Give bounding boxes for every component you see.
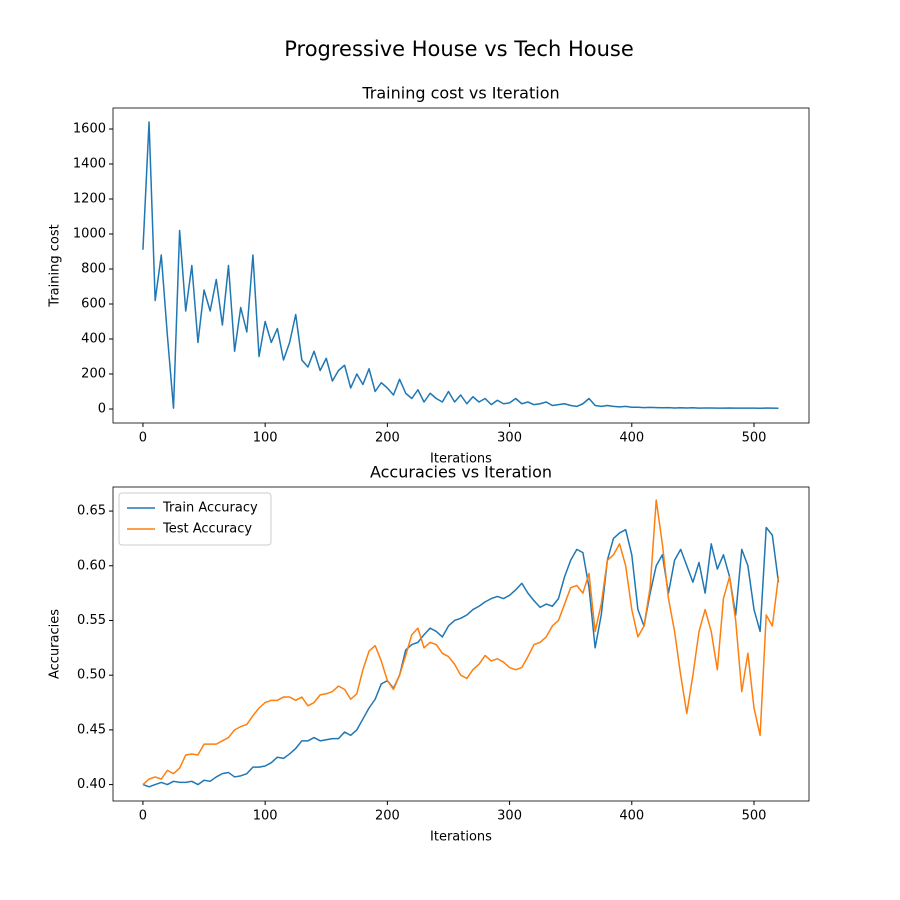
x-tick-label: 500 (742, 809, 767, 824)
data-line (142, 526, 780, 788)
x-tick-label: 0 (139, 809, 147, 824)
data-line (142, 121, 779, 410)
x-tick-label: 400 (619, 431, 644, 446)
axes-title: Training cost vs Iteration (361, 84, 559, 103)
y-tick-label: 0.40 (77, 777, 106, 792)
y-tick-label: 600 (81, 297, 106, 312)
y-tick-label: 1200 (73, 192, 106, 207)
y-tick-label: 1600 (73, 122, 106, 137)
data-line (142, 499, 780, 786)
y-tick-label: 1000 (73, 227, 106, 242)
legend-label: Test Accuracy (162, 522, 252, 537)
x-tick-label: 0 (139, 431, 147, 446)
x-tick-label: 200 (375, 809, 400, 824)
axes-frame (112, 486, 810, 802)
y-tick-label: 0.60 (77, 558, 106, 573)
x-tick-label: 100 (253, 431, 278, 446)
y-tick-label: 200 (81, 367, 106, 382)
y-tick-label: 400 (81, 332, 106, 347)
x-tick-label: 400 (619, 809, 644, 824)
y-tick-label: 0.65 (77, 504, 106, 519)
y-axis-label: Training cost (48, 224, 63, 307)
figure-title: Progressive House vs Tech House (284, 37, 634, 61)
y-tick-label: 0 (98, 402, 106, 417)
x-tick-label: 300 (497, 809, 522, 824)
x-tick-label: 200 (375, 431, 400, 446)
x-axis-label: Iterations (430, 830, 492, 845)
x-axis-label: Iterations (430, 452, 492, 467)
y-axis-label: Accuracies (48, 609, 63, 679)
x-tick-label: 100 (253, 809, 278, 824)
y-tick-label: 0.45 (77, 722, 106, 737)
axes-frame (112, 107, 810, 424)
y-tick-label: 0.50 (77, 668, 106, 683)
axes-title: Accuracies vs Iteration (370, 463, 552, 482)
y-tick-label: 0.55 (77, 613, 106, 628)
x-tick-label: 300 (497, 431, 522, 446)
x-tick-label: 500 (742, 431, 767, 446)
y-tick-label: 1400 (73, 157, 106, 172)
y-tick-label: 800 (81, 262, 106, 277)
legend-box (118, 492, 272, 546)
legend-label: Train Accuracy (162, 501, 258, 516)
